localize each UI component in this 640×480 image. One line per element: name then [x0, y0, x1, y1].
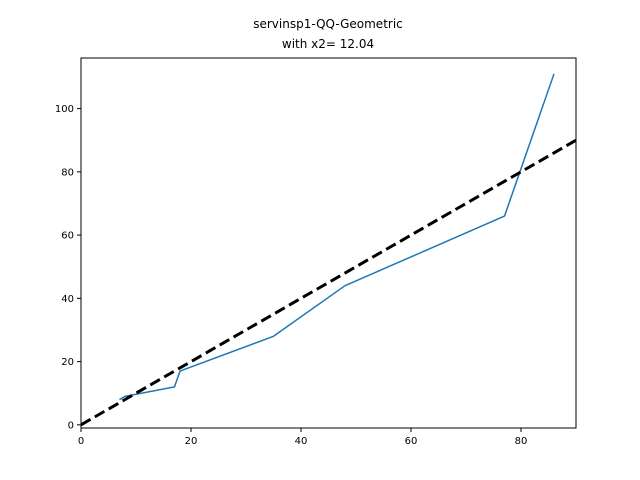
x-axis: 0 20 40 60 80	[78, 428, 528, 447]
x-tick-label: 20	[185, 436, 198, 447]
qq-series-line	[119, 73, 555, 401]
plot-frame	[80, 57, 577, 429]
x-tick-label: 0	[78, 436, 84, 447]
chart-title: servinsp1-QQ-Geometric	[253, 17, 403, 31]
y-tick-label: 80	[61, 167, 74, 178]
chart-subtitle: with x2= 12.04	[282, 37, 374, 51]
y-axis: 0 20 40 60 80 100	[55, 104, 81, 431]
y-tick-label: 0	[68, 420, 74, 431]
y-tick-label: 60	[61, 231, 74, 242]
x-tick-label: 60	[405, 436, 418, 447]
series-layer	[81, 73, 576, 427]
y-tick-label: 20	[61, 357, 74, 368]
y-tick-label: 40	[61, 294, 74, 305]
x-tick-label: 40	[295, 436, 308, 447]
x-tick-label: 80	[515, 436, 528, 447]
y-tick-label: 100	[55, 104, 74, 115]
